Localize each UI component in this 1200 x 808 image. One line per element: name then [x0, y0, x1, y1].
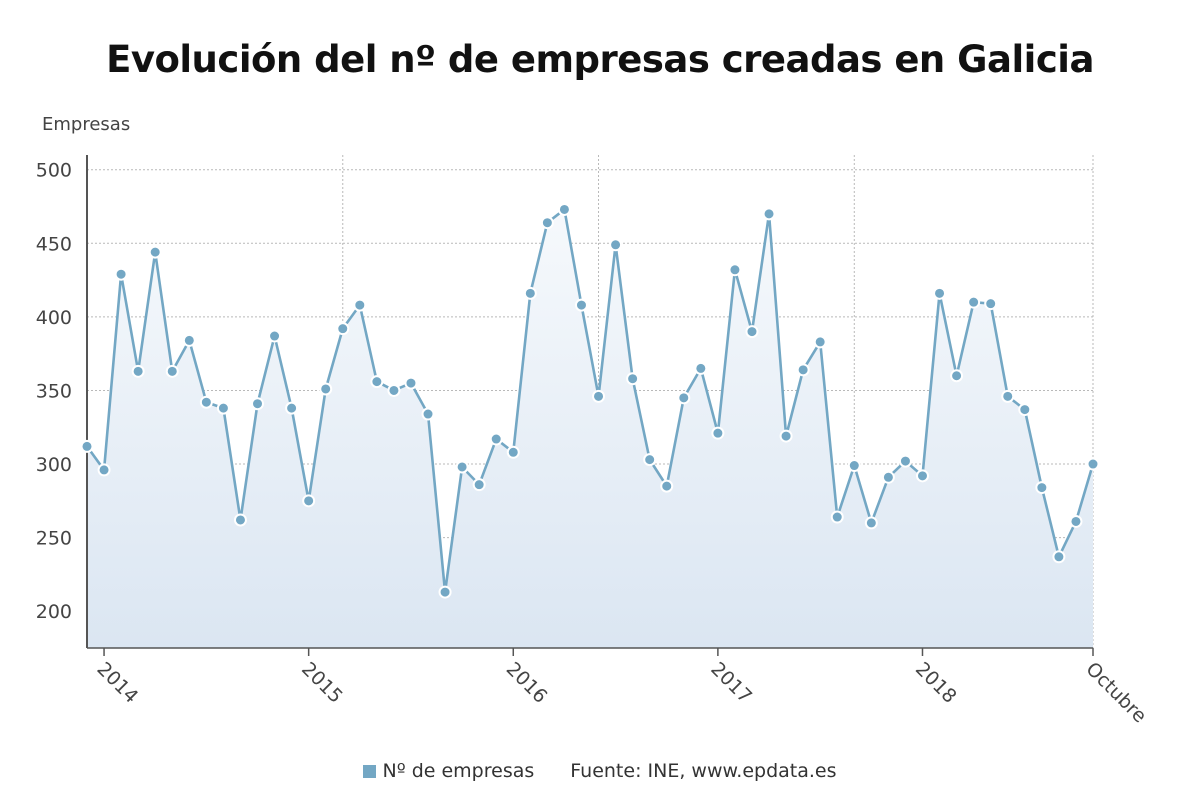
data-point: [165, 364, 179, 378]
data-point: [489, 432, 503, 446]
data-point: [592, 389, 606, 403]
data-point: [1001, 389, 1015, 403]
data-point: [114, 267, 128, 281]
data-point: [199, 395, 213, 409]
data-point: [421, 407, 435, 421]
data-point: [660, 479, 674, 493]
x-tick-label: 2015: [297, 658, 347, 708]
x-tick-label: Octubre: [1081, 658, 1150, 727]
chart-title: Evolución del nº de empresas creadas en …: [106, 38, 1094, 81]
data-point: [898, 454, 912, 468]
x-tick-label: 2018: [911, 658, 961, 708]
legend-series-label: Nº de empresas: [382, 760, 535, 782]
data-point: [643, 453, 657, 467]
data-point: [574, 298, 588, 312]
data-point: [694, 361, 708, 375]
data-point: [984, 297, 998, 311]
data-point: [609, 238, 623, 252]
data-point: [711, 426, 725, 440]
data-point: [762, 207, 776, 221]
data-point: [455, 460, 469, 474]
data-point: [1035, 481, 1049, 495]
x-tick-label: 2016: [502, 658, 552, 708]
data-point: [233, 513, 247, 527]
data-point: [438, 585, 452, 599]
series-area: [87, 209, 1093, 648]
data-point: [864, 516, 878, 530]
data-point: [251, 397, 265, 411]
data-point: [285, 401, 299, 415]
y-tick-label: 400: [36, 307, 72, 329]
x-tick-label: 2014: [93, 658, 143, 708]
data-point: [557, 202, 571, 216]
data-point: [1086, 457, 1100, 471]
data-point: [779, 429, 793, 443]
data-point: [319, 382, 333, 396]
legend: Nº de empresas Fuente: INE, www.epdata.es: [0, 760, 1200, 782]
y-tick-label: 450: [36, 233, 72, 255]
data-point: [387, 383, 401, 397]
y-tick-label: 200: [36, 601, 72, 623]
data-point: [728, 263, 742, 277]
data-point: [506, 445, 520, 459]
data-point: [626, 372, 640, 386]
data-point: [967, 295, 981, 309]
data-point: [404, 376, 418, 390]
data-point: [881, 470, 895, 484]
data-point: [677, 391, 691, 405]
data-point: [370, 375, 384, 389]
y-tick-label: 250: [36, 528, 72, 550]
data-point: [336, 322, 350, 336]
data-point: [523, 286, 537, 300]
data-point: [933, 286, 947, 300]
y-tick-label: 300: [36, 454, 72, 476]
data-point: [540, 216, 554, 230]
legend-swatch: [363, 765, 377, 778]
data-point: [182, 333, 196, 347]
data-point: [148, 245, 162, 259]
y-axis-label: Empresas: [42, 114, 131, 135]
data-point: [216, 401, 230, 415]
data-point: [472, 478, 486, 492]
data-point: [915, 469, 929, 483]
x-tick-label: 2017: [706, 658, 756, 708]
data-point: [1069, 514, 1083, 528]
y-tick-label: 350: [36, 380, 72, 402]
data-point: [813, 335, 827, 349]
series-line: [85, 208, 1095, 594]
data-point: [1018, 403, 1032, 417]
data-point: [1052, 550, 1066, 564]
y-tick-label: 500: [36, 160, 72, 182]
data-point: [268, 329, 282, 343]
data-point: [830, 510, 844, 524]
data-point: [950, 369, 964, 383]
data-point: [796, 363, 810, 377]
data-point: [745, 325, 759, 339]
data-point: [80, 439, 94, 453]
source-text: Fuente: INE, www.epdata.es: [570, 760, 837, 782]
data-point: [847, 459, 861, 473]
data-point: [131, 364, 145, 378]
data-point: [97, 463, 111, 477]
data-point: [302, 494, 316, 508]
data-point: [353, 298, 367, 312]
